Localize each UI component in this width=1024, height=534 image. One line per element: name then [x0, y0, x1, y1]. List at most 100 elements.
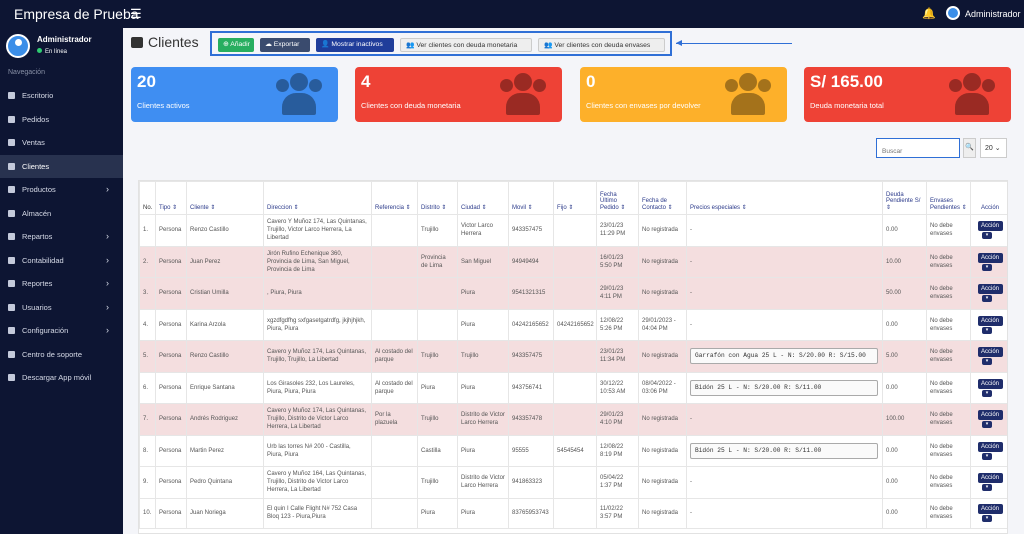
action-button[interactable]: Acción — [977, 221, 1003, 232]
caret-down-icon[interactable]: ▾ — [982, 295, 992, 303]
action-cell: Acción ▾ — [970, 403, 1007, 436]
column-header[interactable]: Movil ⇕ — [508, 181, 554, 215]
column-header[interactable]: Precios especiales ⇕ — [686, 181, 883, 215]
export-button-label: Exportar — [273, 41, 300, 48]
table-cell: 94949494 — [508, 245, 554, 278]
table-cell: 08/04/2022 - 03:06 PM — [638, 371, 687, 404]
sidebar-item-5[interactable]: Productos › — [0, 178, 123, 202]
chevron-right-icon: › — [106, 254, 109, 265]
sidebar-item-label: Ventas — [22, 138, 45, 147]
action-button[interactable]: Acción — [977, 441, 1003, 452]
action-button[interactable]: Acción — [977, 252, 1003, 263]
table-cell: 50.00 — [882, 277, 927, 310]
show-inactive-button[interactable]: 👤 Mostrar inactivos — [316, 38, 394, 52]
caret-down-icon[interactable]: ▾ — [982, 358, 992, 366]
action-button[interactable]: Acción — [977, 503, 1003, 515]
sidebar-item-7[interactable]: Repartos › — [0, 225, 123, 249]
action-button[interactable]: Acción — [977, 378, 1003, 389]
table-cell: No registrada — [638, 466, 687, 499]
table-cell: Trujillo — [457, 340, 509, 373]
table-cell: Por la plazuela — [371, 403, 418, 436]
caret-down-icon[interactable]: ▾ — [982, 484, 992, 492]
table-cell: xgzdfgdfhg sxfgasetgatrdfg, jkjhjhjkh, P… — [263, 308, 372, 341]
table-cell: El quin I Calle Flight N# 752 Casa Bloq … — [263, 497, 372, 529]
caret-down-icon[interactable]: ▾ — [982, 389, 992, 397]
annotation-arrow — [676, 40, 792, 46]
table-cell: Piura — [417, 371, 458, 404]
menu-toggle-icon[interactable]: ☰ — [130, 6, 142, 21]
action-button[interactable]: Acción — [977, 410, 1003, 421]
bell-icon[interactable]: 🔔 — [922, 8, 936, 20]
table-cell: 05/04/22 1:37 PM — [596, 466, 639, 499]
users-icon — [498, 73, 548, 115]
table-cell: No registrada — [638, 277, 687, 310]
column-header[interactable]: Direccion ⇕ — [263, 181, 372, 215]
sidebar: Administrador En línea Navegación Escrit… — [0, 28, 123, 534]
action-button[interactable]: Acción — [977, 315, 1003, 326]
column-header[interactable]: Tipo ⇕ — [155, 181, 187, 215]
sidebar-item-label: Configuración — [22, 326, 69, 335]
debt-containers-button[interactable]: 👥 Ver clientes con deuda envases — [538, 38, 665, 52]
column-header[interactable]: Deuda Pendiente S/ ⇕ — [882, 181, 927, 215]
caret-down-icon[interactable]: ▾ — [982, 515, 992, 523]
table-cell: No debe envases — [926, 340, 971, 373]
table-cell: Persona — [155, 277, 187, 310]
table-cell: 0.00 — [882, 308, 927, 341]
add-button-label: Añadir — [230, 41, 250, 48]
column-header[interactable]: Ciudad ⇕ — [457, 181, 509, 215]
sidebar-item-3[interactable]: Ventas — [0, 131, 123, 155]
sidebar-item-11[interactable]: Configuración › — [0, 319, 123, 343]
column-header[interactable]: Distrito ⇕ — [417, 181, 458, 215]
sidebar-item-8[interactable]: Contabilidad › — [0, 249, 123, 273]
send-icon — [8, 115, 15, 123]
table-cell — [417, 277, 458, 310]
table-cell: Cavero Y Muñoz 174, Las Quintanas, Truji… — [263, 214, 372, 247]
sidebar-item-13[interactable]: Descargar App móvil — [0, 366, 123, 390]
caret-down-icon[interactable]: ▾ — [982, 421, 992, 429]
add-button[interactable]: ⊕ Añadir — [218, 38, 254, 52]
column-header[interactable]: Fecha Último Pedido ⇕ — [596, 181, 639, 215]
sidebar-item-2[interactable]: Pedidos — [0, 108, 123, 132]
action-button[interactable]: Acción — [977, 284, 1003, 295]
search-icon[interactable]: 🔍 — [963, 138, 976, 158]
sidebar-user-name: Administrador — [37, 35, 92, 44]
search-input[interactable] — [876, 138, 960, 158]
debt-money-button[interactable]: 👥 Ver clientes con deuda monetaria — [400, 38, 532, 52]
online-status: En línea — [37, 48, 67, 55]
sidebar-item-10[interactable]: Usuarios › — [0, 296, 123, 320]
column-header[interactable]: Referencia ⇕ — [371, 181, 418, 215]
sidebar-item-9[interactable]: Reportes › — [0, 272, 123, 296]
caret-down-icon[interactable]: ▾ — [982, 452, 992, 460]
action-button[interactable]: Acción — [977, 473, 1003, 484]
table-cell: Juan Perez — [186, 245, 264, 278]
caret-down-icon[interactable]: ▾ — [982, 232, 992, 240]
per-page-select[interactable]: 20 ⌄ — [980, 138, 1007, 158]
sidebar-item-label: Contabilidad — [22, 255, 64, 265]
sidebar-item-4[interactable]: Clientes — [0, 154, 123, 178]
column-header[interactable]: Fecha de Contacto ⇕ — [638, 181, 687, 215]
table-cell: Renzo Castillo — [186, 214, 264, 247]
top-user-name[interactable]: Administrador — [965, 9, 1021, 19]
card-value: 4 — [361, 72, 371, 91]
table-cell: Persona — [155, 497, 187, 529]
table-cell — [371, 214, 418, 247]
sidebar-item-12[interactable]: Centro de soporte — [0, 343, 123, 367]
user-avatar[interactable] — [946, 6, 960, 20]
brand-name[interactable]: Empresa de Prueba — [14, 6, 139, 22]
table-cell: 95555 — [508, 434, 554, 467]
sidebar-item-1[interactable]: Escritorio — [0, 84, 123, 108]
column-header[interactable]: Envases Pendientes ⇕ — [926, 181, 971, 215]
table-cell — [553, 214, 597, 247]
table-row: 8. Persona Martin Perez Urb las torres N# 2… — [139, 434, 1007, 467]
users-icon — [274, 73, 324, 115]
action-button[interactable]: Acción — [977, 347, 1003, 358]
users-icon — [723, 73, 773, 115]
special-price-chip: Bidón 25 L - N: S/20.00 R: S/11.00 — [690, 442, 878, 459]
caret-down-icon[interactable]: ▾ — [982, 263, 992, 271]
table-cell: Persona — [155, 434, 187, 467]
sidebar-item-6[interactable]: Almacén — [0, 202, 123, 226]
caret-down-icon[interactable]: ▾ — [982, 326, 992, 334]
export-button[interactable]: ☁ Exportar — [260, 38, 310, 52]
column-header[interactable]: Cliente ⇕ — [186, 181, 264, 215]
column-header[interactable]: Fijo ⇕ — [553, 181, 597, 215]
